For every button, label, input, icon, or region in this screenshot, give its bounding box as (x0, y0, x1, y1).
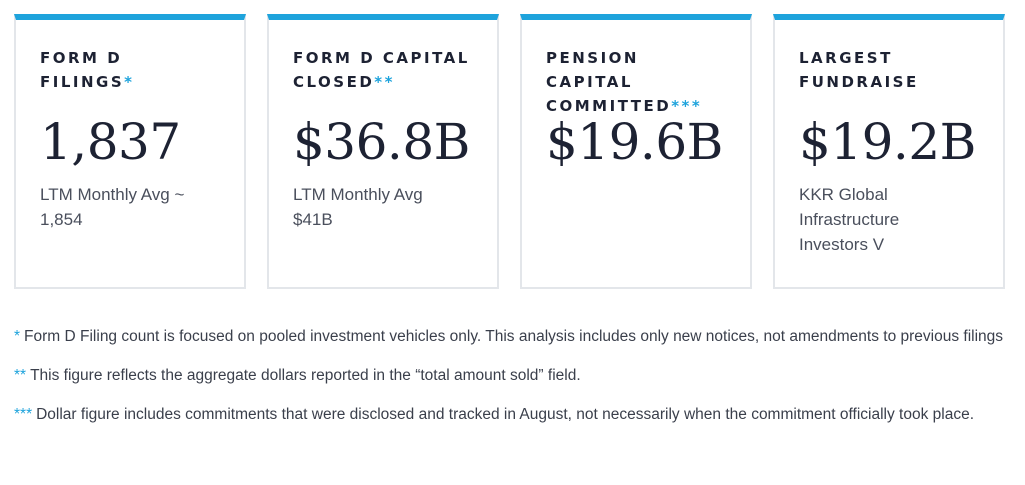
card-title: Form D Filings* (40, 49, 135, 91)
footnote-marker: * (14, 328, 21, 345)
footnote: ** This figure reflects the aggregate dol… (14, 364, 1004, 388)
card-subtitle: KKR Global Infrastructure Investors V (799, 185, 900, 254)
card-title: Form D Capital Closed** (293, 49, 470, 91)
footnote-text: This figure reflects the aggregate dolla… (30, 367, 581, 384)
card-form-d-capital-closed: Form D Capital Closed** $36.8B LTM Month… (267, 14, 499, 289)
footnote-marker: * (124, 73, 135, 91)
card-form-d-filings: Form D Filings* 1,837 LTM Monthly Avg ~ … (14, 14, 246, 289)
card-subtitle: LTM Monthly Avg ~ 1,854 (40, 185, 185, 229)
footnote-marker: ** (14, 367, 27, 384)
footnote-text: Dollar figure includes commitments that … (36, 406, 975, 423)
card-title: Largest Fundraise (799, 49, 919, 91)
footnote: * Form D Filing count is focused on poole… (14, 325, 1004, 349)
card-value: $19.2B (799, 113, 976, 171)
card-title: Pension Capital Committed*** (546, 49, 703, 115)
card-largest-fundraise: Largest Fundraise $19.2B KKR Global Infr… (773, 14, 1005, 289)
footnote-marker: *** (14, 406, 33, 423)
footnote-text: Form D Filing count is focused on pooled… (24, 328, 1004, 345)
card-value: 1,837 (40, 113, 181, 171)
footnotes: * Form D Filing count is focused on poole… (14, 325, 1004, 442)
card-value: $36.8B (293, 113, 470, 171)
card-value: $19.6B (546, 113, 723, 171)
footnote: *** Dollar figure includes commitments th… (14, 403, 1004, 427)
footnote-marker: ** (374, 73, 395, 91)
stat-cards: Form D Filings* 1,837 LTM Monthly Avg ~ … (14, 14, 1005, 289)
card-pension-capital-committed: Pension Capital Committed*** $19.6B (520, 14, 752, 289)
card-subtitle: LTM Monthly Avg $41B (293, 185, 423, 229)
footnote-marker: *** (671, 97, 703, 115)
